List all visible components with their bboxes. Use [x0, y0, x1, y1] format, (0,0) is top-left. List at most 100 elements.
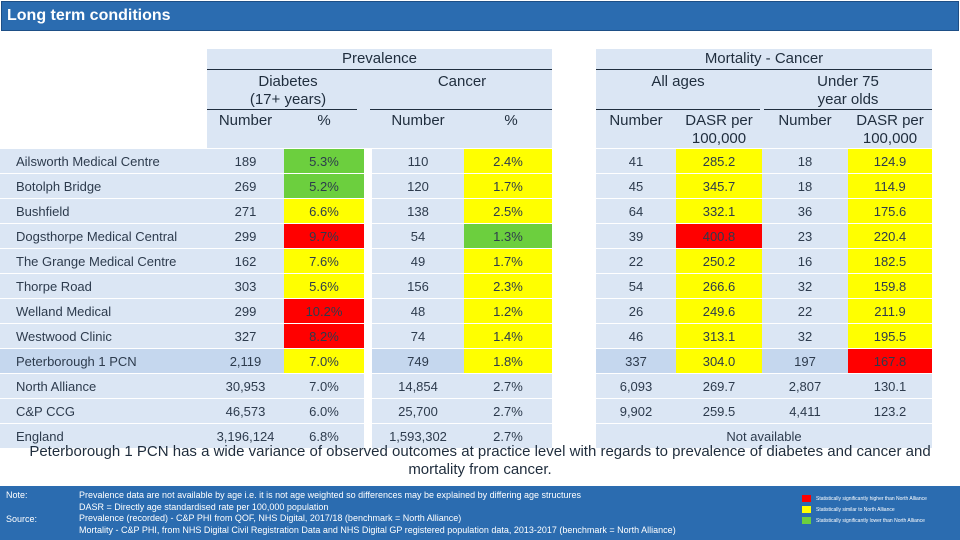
u75-dasr-header: DASR per 100,000	[856, 112, 924, 147]
cancer-number: 120	[372, 174, 464, 199]
u75-number: 32	[762, 274, 848, 299]
mortality-number: 39	[596, 224, 676, 249]
mortality-number: 41	[596, 149, 676, 174]
u75-number: 32	[762, 324, 848, 349]
cancer-number: 54	[372, 224, 464, 249]
cancer-number: 110	[372, 149, 464, 174]
diabetes-pct: 5.2%	[284, 174, 364, 199]
mortality-header: Mortality - Cancer	[704, 50, 824, 67]
u75-dasr: 159.8	[848, 274, 932, 299]
cancer-number: 74	[372, 324, 464, 349]
diabetes-pct: 5.6%	[284, 274, 364, 299]
diabetes-pct: 6.0%	[284, 399, 364, 424]
cancer-pct-header: %	[504, 112, 518, 129]
u75-dasr: 220.4	[848, 224, 932, 249]
cancer-number: 1,593,302	[372, 424, 464, 449]
source-line-2: Mortality - C&P PHI, from NHS Digital Ci…	[79, 524, 676, 535]
cancer-pct: 1.7%	[464, 174, 552, 199]
mortality-dasr: 345.7	[676, 174, 762, 199]
mortality-dasr: 285.2	[676, 149, 762, 174]
cancer-number: 49	[372, 249, 464, 274]
table-row: C&P CCG 46,573 6.0% 25,700 2.7% 9,902 259.5 4,4…	[0, 399, 932, 424]
diabetes-pct: 7.0%	[284, 374, 364, 399]
diabetes-number: 46,573	[207, 399, 284, 424]
spacer	[552, 324, 596, 349]
conditions-table: Ailsworth Medical Centre 189 5.3% 110 2.4% 41…	[0, 149, 932, 449]
u75-number: 197	[762, 349, 848, 374]
diabetes-number: 303	[207, 274, 284, 299]
spacer	[552, 249, 596, 274]
u75-dasr: 211.9	[848, 299, 932, 324]
mortality-number: 46	[596, 324, 676, 349]
table-row: Peterborough 1 PCN 2,119 7.0% 749 1.8% 337 304…	[0, 349, 932, 374]
cancer-number: 48	[372, 299, 464, 324]
spacer	[364, 349, 372, 374]
u75-number: 36	[762, 199, 848, 224]
mortality-number: 6,093	[596, 374, 676, 399]
u75-number: 16	[762, 249, 848, 274]
legend-label-higher: Statistically significantly higher than …	[816, 496, 927, 502]
practice-name: England	[0, 424, 207, 449]
cancer-pct: 2.7%	[464, 399, 552, 424]
prevalence-header: Prevalence	[341, 50, 418, 67]
diabetes-number: 2,119	[207, 349, 284, 374]
prevalence-header-underline	[207, 69, 552, 70]
diabetes-pct: 7.6%	[284, 249, 364, 274]
note-line-2: DASR = Directly age standardised rate pe…	[79, 501, 329, 512]
mortality-dasr: 259.5	[676, 399, 762, 424]
note-label: Note:	[6, 490, 28, 500]
all-ages-header: All ages	[651, 73, 705, 90]
practice-name: Botolph Bridge	[0, 174, 207, 199]
notes-panel: Note: Prevalence data are not available …	[0, 486, 960, 540]
practice-name: Peterborough 1 PCN	[0, 349, 207, 374]
mortality-dasr: 266.6	[676, 274, 762, 299]
mortality-dasr: 249.6	[676, 299, 762, 324]
diabetes-pct: 7.0%	[284, 349, 364, 374]
mortality-header-bg	[596, 49, 932, 148]
spacer	[552, 149, 596, 174]
cancer-number: 25,700	[372, 399, 464, 424]
spacer	[364, 249, 372, 274]
cancer-pct: 1.2%	[464, 299, 552, 324]
cancer-header-underline	[370, 109, 552, 110]
diabetes-pct: 6.6%	[284, 199, 364, 224]
diabetes-header: Diabetes (17+ years)	[249, 73, 327, 108]
prev-pct-header: %	[317, 112, 331, 129]
mortality-number: 26	[596, 299, 676, 324]
u75-number: 23	[762, 224, 848, 249]
diabetes-pct: 10.2%	[284, 299, 364, 324]
practice-name: Welland Medical	[0, 299, 207, 324]
u75-number: 2,807	[762, 374, 848, 399]
spacer	[364, 299, 372, 324]
legend-label-lower: Statistically significantly lower than N…	[816, 518, 925, 524]
spacer	[364, 324, 372, 349]
spacer	[552, 399, 596, 424]
spacer	[364, 374, 372, 399]
cancer-pct: 2.4%	[464, 149, 552, 174]
table-row: Bushfield 271 6.6% 138 2.5% 64 332.1 36 175.6	[0, 199, 932, 224]
diabetes-number: 162	[207, 249, 284, 274]
legend-swatch-higher	[802, 495, 811, 502]
spacer	[552, 374, 596, 399]
diabetes-pct: 6.8%	[284, 424, 364, 449]
diabetes-number: 299	[207, 299, 284, 324]
spacer	[552, 299, 596, 324]
diabetes-number: 30,953	[207, 374, 284, 399]
mortality-dasr: 400.8	[676, 224, 762, 249]
mortality-number: 9,902	[596, 399, 676, 424]
under75-underline	[764, 109, 932, 110]
practice-name: Bushfield	[0, 199, 207, 224]
source-line-1: Prevalence (recorded) - C&P PHI from QOF…	[79, 513, 462, 523]
mortality-dasr: 313.1	[676, 324, 762, 349]
spacer	[552, 174, 596, 199]
cancer-header: Cancer	[437, 73, 487, 90]
diabetes-number: 189	[207, 149, 284, 174]
spacer	[364, 199, 372, 224]
u75-number: 18	[762, 149, 848, 174]
mortality-number: 64	[596, 199, 676, 224]
practice-name: The Grange Medical Centre	[0, 249, 207, 274]
u75-number: 18	[762, 174, 848, 199]
diabetes-number: 299	[207, 224, 284, 249]
spacer	[552, 199, 596, 224]
practice-name: North Alliance	[0, 374, 207, 399]
